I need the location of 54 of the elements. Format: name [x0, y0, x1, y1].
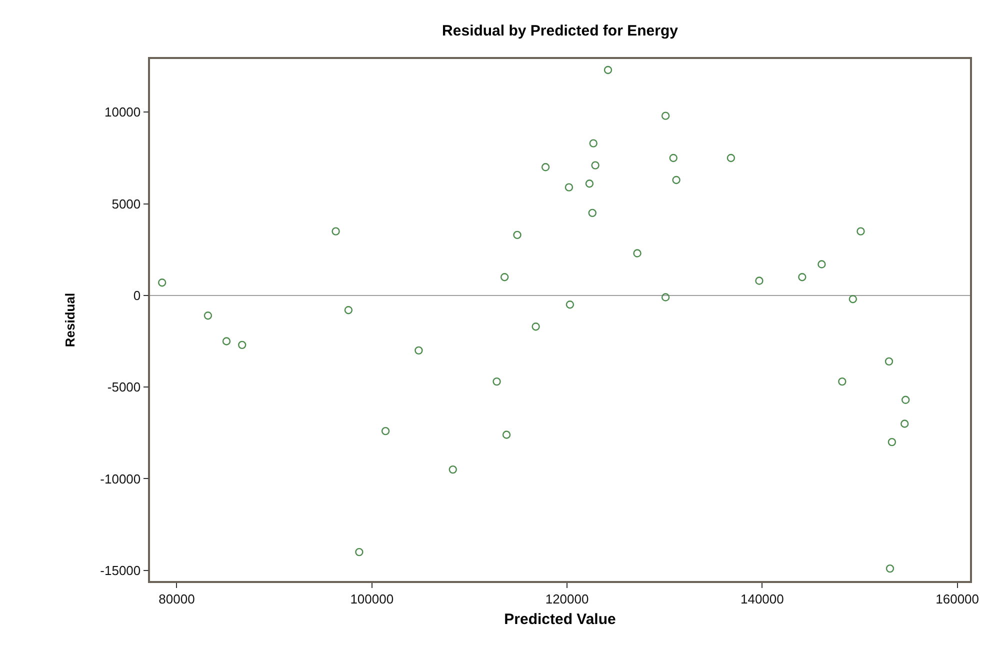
point	[585, 180, 594, 188]
point	[564, 183, 574, 192]
point	[591, 161, 600, 170]
point	[448, 465, 457, 474]
point	[900, 420, 909, 428]
y-tick-label: 0	[133, 288, 141, 303]
point	[726, 154, 736, 162]
point	[886, 564, 894, 573]
point	[588, 208, 596, 218]
point	[672, 176, 680, 184]
point	[158, 278, 166, 287]
point	[204, 312, 212, 320]
point	[838, 377, 846, 386]
point	[492, 377, 501, 386]
point	[884, 357, 894, 366]
point	[502, 430, 511, 439]
point	[669, 154, 678, 162]
point	[566, 300, 574, 309]
point	[332, 227, 340, 236]
x-tick-label: 140000	[740, 591, 784, 606]
point	[818, 260, 826, 268]
y-tick-label: 5000	[112, 196, 141, 212]
point	[798, 273, 806, 282]
point	[848, 295, 858, 304]
point	[414, 346, 423, 355]
x-axis-title: Predicted Value	[504, 610, 616, 628]
point	[344, 306, 353, 314]
point	[381, 426, 390, 436]
point	[888, 438, 896, 446]
point	[222, 337, 231, 346]
chart-title: Residual by Predicted for Energy	[442, 22, 679, 40]
x-tick-label: 120000	[545, 591, 589, 606]
y-axis-title: Residual	[62, 292, 78, 348]
point	[238, 340, 246, 350]
x-tick-label: 160000	[936, 591, 980, 606]
x-tick-label: 80000	[158, 591, 195, 606]
point	[755, 276, 764, 285]
point	[589, 139, 598, 148]
y-tick-label: -10000	[100, 471, 141, 486]
y-tick-label: -5000	[107, 380, 141, 395]
point	[604, 66, 612, 74]
y-tick-label: -15000	[100, 562, 141, 578]
point	[902, 396, 910, 404]
point	[856, 227, 865, 236]
point	[500, 273, 509, 282]
x-tick-label: 100000	[350, 591, 394, 606]
point	[661, 293, 670, 302]
point	[661, 112, 670, 120]
point	[541, 163, 550, 172]
y-tick-label: 10000	[104, 104, 141, 120]
point	[355, 548, 364, 556]
point	[532, 322, 540, 331]
point	[513, 230, 522, 240]
point	[633, 249, 642, 258]
